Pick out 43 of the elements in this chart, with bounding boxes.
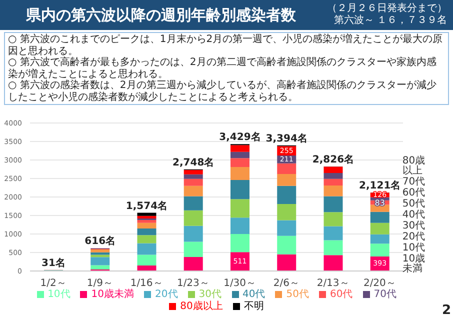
text: ○ 第六波のこれまでのピークは、1月末から2月の第一週で、小児の感染が増えたことが最大の原因と思われる。	[8, 34, 444, 56]
annotation: 30代	[402, 220, 426, 232]
total-label: 616名	[84, 235, 116, 248]
legend-label: 50代	[286, 289, 309, 300]
total-label: 2,121名	[359, 180, 401, 192]
annotation: 10歳未満	[402, 252, 426, 274]
text: ○ 第六波の感染者数は、2月の第三週から減少しているが、高齢者施設関係のクラスターが減少したことや小児の感染者数が減少したことによると考えられる。	[8, 80, 438, 103]
chart-title: 県内の第六波以降の週別年齢別感染者数	[26, 6, 296, 24]
x-tick-label: 2/13～	[316, 278, 350, 290]
x-tick-label: 2/20～	[363, 278, 396, 290]
total-label: 2,748名	[172, 156, 214, 168]
x-tick-label: 1/30～	[224, 278, 256, 290]
annotation: 10代	[402, 242, 426, 254]
x-tick-label: 1/9～	[86, 278, 113, 290]
legend-label: 40代	[242, 289, 266, 300]
legend-label: 70代	[374, 289, 396, 300]
legend-label: 60代	[330, 289, 353, 300]
total-label: 31名	[42, 256, 66, 269]
text: 第六波～ １６，７３９名	[332, 15, 447, 27]
annotation: 50代	[402, 198, 426, 210]
legend-label: 30代	[198, 289, 222, 300]
legend-label: 不明	[244, 301, 264, 312]
annotation: 20代	[402, 231, 426, 242]
legend-label: 10代	[48, 289, 70, 300]
annotation: 60代	[402, 187, 426, 198]
total-label: 1,574名	[126, 200, 168, 212]
x-tick-label: 1/16～	[130, 278, 163, 290]
x-tick-label: 2/6～	[273, 278, 300, 290]
text: ○ 第六波で高齢者が最も多かったのは、2月の第二週で高齢者施設関係のクラスターや家族内感染が増えたことによると思われる。	[8, 57, 438, 80]
x-tick-label: 1/23～	[176, 278, 210, 290]
chart-subtitle: （２月２６日発表分まで）	[327, 3, 447, 14]
total-label: 3,429名	[219, 131, 261, 144]
text: 2	[442, 303, 451, 318]
data-label: 83	[374, 198, 385, 208]
annotation: 40代	[402, 209, 426, 220]
legend-label: 10歳未満	[91, 289, 134, 300]
total-label: 2,826名	[312, 153, 354, 166]
annotation: 80歳以上	[402, 154, 426, 176]
legend-label: 20代	[155, 289, 178, 300]
annotation: 70代	[402, 176, 426, 188]
x-tick-label: 1/2～	[40, 278, 66, 290]
legend-label: 80歳以上	[180, 301, 223, 312]
total-label: 3,394名	[266, 132, 308, 144]
